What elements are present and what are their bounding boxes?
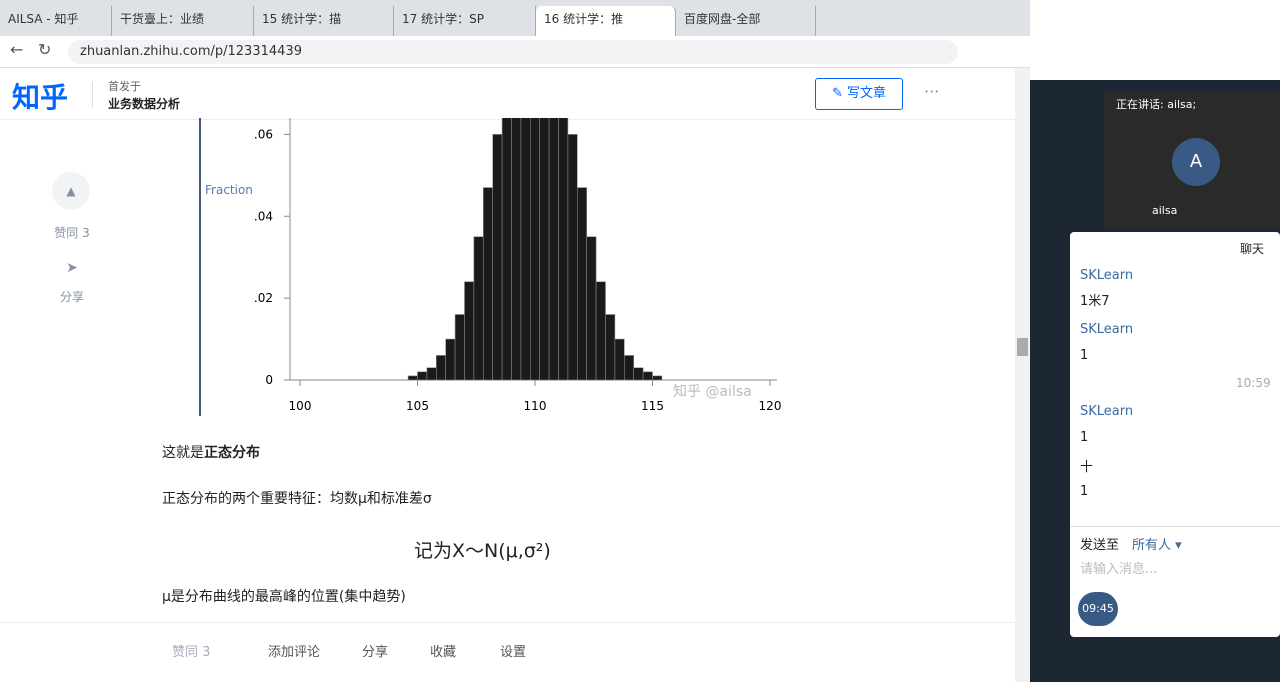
share-label[interactable]: 分享 <box>59 290 84 304</box>
paragraph: 这就是正态分布 <box>162 442 260 462</box>
recipient[interactable]: 所有人 ▾ <box>1132 538 1182 553</box>
x-tick-label: 110 <box>524 399 547 413</box>
text: 这就是 <box>162 445 204 461</box>
article: ▲ 赞同 3 ➤ 分享 Fraction 0 .02 .04 .06 100 105 110 1… <box>0 118 1051 682</box>
reload-icon[interactable]: ↻ <box>38 40 52 59</box>
browser-tab[interactable]: 17 统计学：SP <box>394 6 536 36</box>
action[interactable]: 设置 <box>500 645 527 660</box>
bar <box>595 281 606 381</box>
like-icon[interactable]: ▲ <box>52 172 90 210</box>
sender: SKLearn <box>1080 322 1134 337</box>
paragraph: 正态分布的两个重要特征：均数μ和标准差σ <box>162 491 432 507</box>
x-tick-label: 120 <box>759 399 782 413</box>
divider <box>1070 526 1280 527</box>
column-name[interactable]: 业务数据分析 <box>108 97 181 111</box>
window-top <box>1030 0 1280 80</box>
bold-text: 正态分布 <box>204 445 260 461</box>
action[interactable]: 赞同 3 <box>172 645 211 660</box>
y-tick-label: .06 <box>254 127 273 141</box>
bar <box>652 375 663 381</box>
bar <box>436 355 447 381</box>
message-input[interactable]: 请输入消息... <box>1080 562 1158 577</box>
bar <box>464 281 475 381</box>
bar <box>548 118 559 381</box>
scroll-thumb[interactable] <box>1017 338 1028 356</box>
write-label: 写文章 <box>847 86 887 101</box>
action[interactable]: 分享 <box>362 645 389 660</box>
participant-name: ailsa <box>1152 204 1178 217</box>
browser-tab[interactable]: 16 统计学：推 <box>536 6 676 36</box>
like-count[interactable]: 赞同 3 <box>54 226 90 240</box>
back-icon[interactable]: ← <box>10 40 24 59</box>
zhihu-header: 知乎 首发于 业务数据分析 ✎ 写文章 ··· <box>0 68 1015 120</box>
send-to: 发送至 <box>1080 538 1120 553</box>
bar <box>407 375 418 381</box>
logo[interactable]: 知乎 <box>12 81 69 114</box>
bar <box>586 236 597 381</box>
y-tick-label: .02 <box>254 291 273 305</box>
bar <box>633 367 644 381</box>
message: 1 <box>1080 348 1089 363</box>
address-bar[interactable]: zhuanlan.zhihu.com/p/123314439 <box>68 40 958 64</box>
x-tick-label: 115 <box>641 399 664 413</box>
y-tick-label: 0 <box>265 373 273 387</box>
chat-panel: 聊天 SKLearn 1米7 SKLearn 1 10:59 SKLearn 1… <box>1070 232 1280 637</box>
more-icon[interactable]: ··· <box>924 82 940 101</box>
y-tick-label: .04 <box>254 209 273 223</box>
bar <box>614 338 625 381</box>
formula: 记为X～N(μ,σ²) <box>414 540 551 562</box>
message: 1 <box>1080 430 1089 445</box>
bar <box>492 134 503 381</box>
bar <box>539 118 550 381</box>
y-axis-label: Fraction <box>205 183 253 197</box>
browser-tab[interactable]: 15 统计学：描 <box>254 6 394 36</box>
write-button[interactable]: ✎ 写文章 <box>815 78 903 110</box>
paragraph: μ是分布曲线的最高峰的位置(集中趋势) <box>162 589 406 605</box>
speaking: 正在讲话: ailsa; <box>1116 98 1197 111</box>
action-bar: 赞同 3 添加评论 分享 收藏 设置 <box>0 622 1015 682</box>
bar <box>642 371 653 381</box>
action[interactable]: 收藏 <box>430 645 457 660</box>
bar <box>520 118 531 381</box>
bar <box>623 355 634 381</box>
message: 1米7 <box>1080 294 1110 309</box>
bar <box>529 118 540 381</box>
action[interactable]: 添加评论 <box>268 645 321 660</box>
bar <box>558 118 569 381</box>
bar <box>417 371 428 381</box>
bar <box>576 187 587 381</box>
bar <box>454 314 465 381</box>
bar <box>501 118 512 381</box>
sender: SKLearn <box>1080 404 1134 419</box>
avatar: A <box>1172 138 1220 186</box>
share-icon[interactable]: ➤ <box>66 260 78 276</box>
timestamp: 10:59 <box>1236 376 1271 390</box>
tab-strip: AILSA - 知乎 干货臺上：业绩 15 统计学：描 17 统计学：SP 16 统计学… <box>0 0 1030 36</box>
bar <box>511 118 522 381</box>
x-tick-label: 100 <box>289 399 312 413</box>
message: 1 <box>1080 484 1089 499</box>
histogram-image: Fraction 0 .02 .04 .06 100 105 110 115 120 知乎 @ail… <box>199 118 782 416</box>
browser-tab[interactable]: 百度网盘-全部 <box>676 6 816 36</box>
bar <box>473 236 484 381</box>
bar <box>567 134 578 381</box>
video-tile: 正在讲话: ailsa; A ailsa <box>1104 92 1280 228</box>
published-in: 首发于 <box>108 80 141 93</box>
x-tick-label: 105 <box>406 399 429 413</box>
scrollbar[interactable] <box>1015 68 1030 682</box>
sender: SKLearn <box>1080 268 1134 283</box>
message: 十 <box>1080 460 1094 475</box>
bar <box>426 367 437 381</box>
clock: 09:45 <box>1078 592 1118 626</box>
chat-title: 聊天 <box>1240 242 1265 256</box>
watermark: 知乎 @ailsa <box>673 383 752 400</box>
bar <box>482 187 493 381</box>
browser-tab[interactable]: 干货臺上：业绩 <box>112 6 254 36</box>
divider <box>92 82 93 108</box>
bar <box>605 314 616 381</box>
browser-tab[interactable]: AILSA - 知乎 <box>0 6 112 36</box>
bar <box>445 338 456 381</box>
